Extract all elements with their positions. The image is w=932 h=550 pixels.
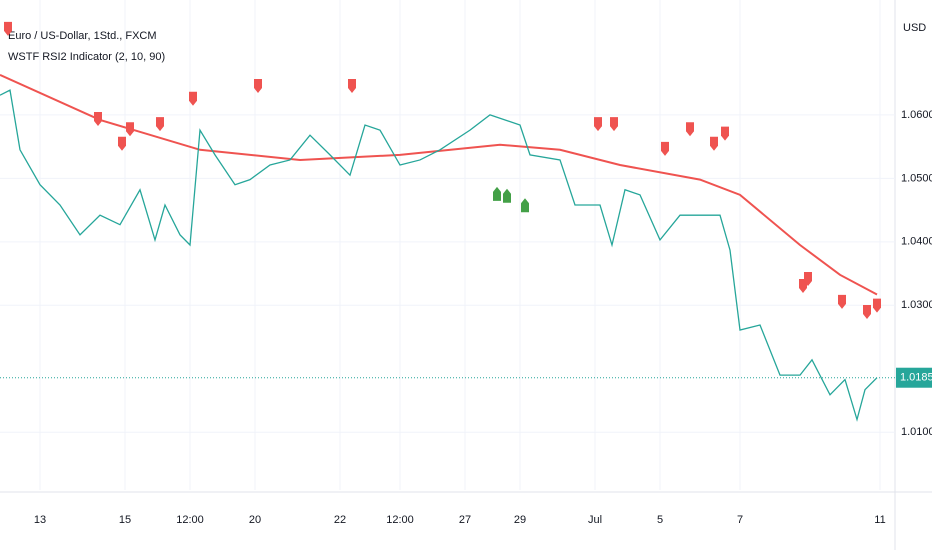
y-tick-label: 1.04000 xyxy=(901,236,932,248)
sell-signal xyxy=(721,126,729,141)
x-tick-label: 5 xyxy=(657,514,663,526)
x-tick-label: 13 xyxy=(34,514,46,526)
x-tick-label: 11 xyxy=(874,514,885,526)
currency-label: USD xyxy=(903,22,926,34)
sell-signal xyxy=(118,136,126,151)
x-tick-label: 12:00 xyxy=(176,514,204,526)
sell-signal xyxy=(804,271,812,286)
buy-signal xyxy=(521,198,529,213)
sell-signal xyxy=(254,79,262,94)
buy-signal xyxy=(493,186,501,201)
price-line xyxy=(0,89,878,422)
sell-signal xyxy=(126,122,134,137)
last-price-badge xyxy=(896,367,932,388)
y-tick-label: 1.05000 xyxy=(901,172,932,184)
sell-signal xyxy=(838,294,846,309)
sell-signal xyxy=(610,117,618,132)
sell-signal xyxy=(873,298,881,313)
x-tick-label: 20 xyxy=(249,514,261,526)
y-tick-label: 1.03000 xyxy=(901,299,932,311)
x-tick-label: 7 xyxy=(737,514,743,526)
y-tick-label: 1.01000 xyxy=(901,426,932,438)
sell-signal xyxy=(863,304,871,319)
sell-signal xyxy=(799,278,807,293)
sell-signal xyxy=(156,117,164,132)
indicator-title: WSTF RSI2 Indicator (2, 10, 90) xyxy=(8,51,165,63)
sell-signal xyxy=(189,91,197,106)
x-tick-label: 27 xyxy=(459,514,471,526)
moving-average-line xyxy=(0,73,878,296)
x-tick-label: 22 xyxy=(334,514,346,526)
sell-signal xyxy=(4,21,12,36)
sell-signal xyxy=(94,112,102,127)
buy-signal xyxy=(503,188,511,203)
sell-signal xyxy=(661,141,669,156)
x-tick-label: 12:00 xyxy=(386,514,414,526)
chart-title: Euro / US-Dollar, 1Std., FXCM xyxy=(8,30,157,42)
sell-signal xyxy=(710,136,718,151)
x-tick-label: 29 xyxy=(514,514,526,526)
last-price-label: 1.01859 xyxy=(900,372,932,384)
y-tick-label: 1.06000 xyxy=(901,109,932,121)
x-tick-label: Jul xyxy=(588,514,602,526)
sell-signal xyxy=(594,117,602,132)
sell-signal xyxy=(686,122,694,137)
x-tick-label: 15 xyxy=(119,514,131,526)
sell-signal xyxy=(348,79,356,94)
